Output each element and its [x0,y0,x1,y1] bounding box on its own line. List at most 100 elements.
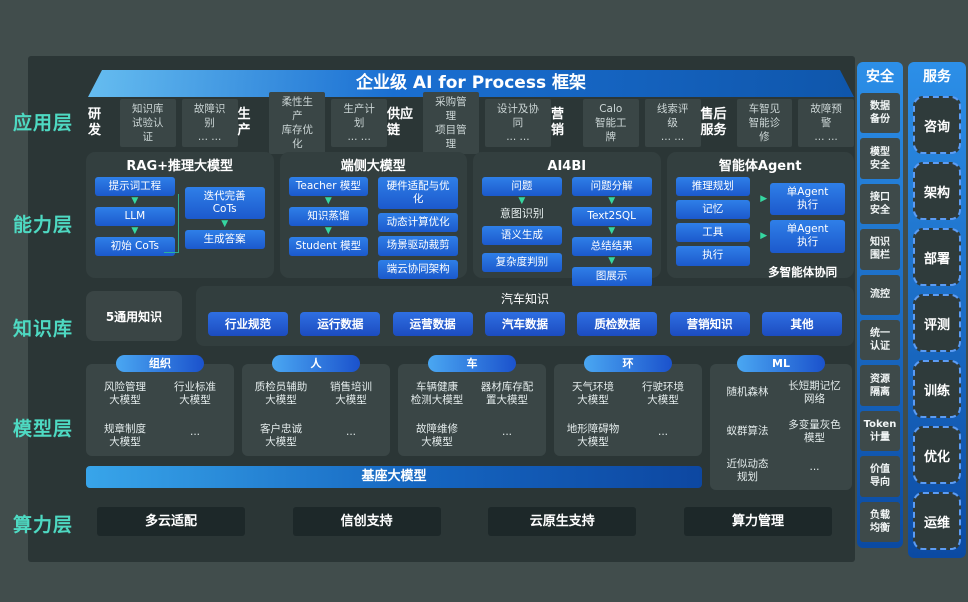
knowledge-chip: 运行数据 [300,312,381,336]
arrow-down-icon: ▼ [608,196,616,207]
flow-step: Text2SQL [571,207,652,227]
model-item: 器材库存配 置大模型 [480,381,534,407]
list-item: 动态计算优化 [378,213,458,233]
service-rail: 服务 咨询 架构 部署 评测 训练 优化 运维 [908,62,966,558]
security-item: 统一 认证 [860,320,900,361]
model-item: 长短期记忆 网络 [788,379,841,405]
model-group-organization: 组织 风险管理 大模型 行业标准 大模型 规章制度 大模型 ··· [86,355,234,456]
app-group-label: 生产 [237,107,251,138]
app-group-label: 售后服务 [700,107,727,138]
model-item: 规章制度 大模型 [104,422,146,448]
app-group-label: 供应链 [387,107,414,138]
service-item: 优化 [913,426,961,484]
service-item: 架构 [913,162,961,220]
security-item: 负载 均衡 [860,501,900,543]
title-banner: 企业级 AI for Process 框架 [88,70,854,97]
model-item-ellipsis: ··· [501,429,512,442]
capability-layer-row: RAG+推理大模型 提示词工程 ▼ LLM ▼ 初始 CoTs 迭代完善 CoT… [86,152,854,287]
arrow-down-icon: ▼ [131,196,139,207]
model-item: 车辆健康 检测大模型 [410,381,464,407]
service-item: 运维 [913,492,961,550]
app-item: 生产计划 ... ... [331,98,388,148]
security-item: 数据 备份 [860,93,900,134]
model-item: 天气环境 大模型 [572,381,614,407]
flow-step: LLM [95,207,175,227]
security-item: 流控 [860,274,900,316]
agent-component: 推理规划 [675,177,751,197]
flow-step: 语义生成 [482,226,562,246]
list-item: 场景驱动裁剪 [378,236,458,256]
app-group-label: 营销 [550,107,564,138]
app-item: 故障预警 ... ... [798,98,854,148]
arrow-down-icon: ▼ [221,219,229,230]
knowledge-chip: 营销知识 [669,312,750,336]
flow-step: 总结结果 [571,237,652,257]
agent-component: 工具 [675,223,751,243]
agent-component: 执行 [675,246,751,266]
app-group-label: 研发 [88,107,102,138]
arrow-down-icon: ▼ [324,196,332,207]
compute-item: 信创支持 [292,507,441,536]
model-item: 行业标准 大模型 [174,381,216,407]
service-item: 部署 [913,228,961,286]
app-group-after-sales: 售后服务 车智见 智能诊修 故障预警 ... ... [700,98,854,148]
arrow-down-icon: ▼ [324,226,332,237]
arrow-down-icon: ▼ [608,256,616,267]
service-header: 服务 [923,69,951,85]
list-item: 端云协同架构 [378,259,458,279]
flow-step-text: 意图识别 [499,207,544,221]
model-item: 蚁群算法 [726,425,769,438]
security-rail: 安全 数据 备份 模型 安全 接口 安全 知识 围栏 流控 统一 认证 资源 隔… [857,62,903,548]
panel-agent: 智能体Agent 推理规划 记忆 工具 执行 ▶ 单Agent 执行 ▶ 单Ag… [666,152,854,279]
agent-executor: 单Agent 执行 [770,220,845,253]
flow-step: 图展示 [571,267,652,287]
model-item: 质检员辅助 大模型 [254,381,308,407]
knowledge-chip: 质检数据 [577,312,658,336]
app-group-supply-chain: 供应链 采购管理 项目管理 设计及协同 ... ... [387,91,551,155]
security-header: 安全 [866,69,894,85]
model-group-pill: 组织 [116,355,204,372]
security-item: 资源 隔离 [860,365,900,406]
agent-executor: 单Agent 执行 [770,183,845,216]
agent-component: 记忆 [675,200,751,220]
app-item: 车智见 智能诊修 [736,98,793,148]
model-item: 多变量灰色 模型 [788,418,841,444]
security-item: 知识 围栏 [860,229,900,270]
app-item: 采购管理 项目管理 [423,91,479,155]
security-item: 模型 安全 [860,138,900,179]
auto-knowledge-panel: 汽车知识 行业规范 运行数据 运营数据 汽车数据 质检数据 营销知识 其他 [196,286,854,346]
app-item: 知识库 试验认证 [119,98,176,148]
model-item: 行驶环境 大模型 [642,381,684,407]
app-item: 设计及协同 ... ... [484,98,551,148]
model-group-ml: ML 随机森林 长短期记忆 网络 蚁群算法 多变量灰色 模型 近似动态 规划 ·… [710,355,852,490]
security-item: Token 计量 [860,410,900,452]
flow-step: 迭代完善 CoTs [184,187,265,220]
knowledge-chip: 运营数据 [392,312,473,336]
security-item: 价值 导向 [860,456,900,497]
panel-title: AI4BI [547,159,587,174]
model-layer-row: 组织 风险管理 大模型 行业标准 大模型 规章制度 大模型 ··· 人 质检员辅… [86,355,854,494]
service-item: 评测 [913,294,961,352]
arrow-right-icon: ▶ [760,230,768,241]
arrow-down-icon: ▼ [131,226,139,237]
flow-step: 初始 CoTs [95,237,175,257]
knowledge-chip: 汽车数据 [484,312,565,336]
model-group-pill: 人 [272,355,360,372]
app-item: 柔性生产 库存优化 [269,91,326,155]
model-item: 故障维修 大模型 [416,422,458,448]
model-item-ellipsis: ··· [657,429,668,442]
model-group-pill: 车 [428,355,516,372]
panel-edge-model: 端侧大模型 Teacher 模型 ▼ 知识蒸馏 ▼ Student 模型 硬件适… [279,152,467,279]
flow-step: 提示词工程 [95,177,175,197]
panel-ai4bi: AI4BI 问题 ▼ 意图识别 语义生成 复杂度判别 问题分解 ▼ Text2S… [473,152,661,287]
panel-title: 端侧大模型 [340,159,406,174]
app-item: 线索评级 ... ... [644,98,701,148]
panel-rag-reasoning: RAG+推理大模型 提示词工程 ▼ LLM ▼ 初始 CoTs 迭代完善 CoT… [86,152,274,278]
arrow-right-icon: ▶ [760,193,768,204]
knowledge-panel-title: 汽车知识 [500,292,549,306]
model-item-ellipsis: ··· [345,429,356,442]
compute-item: 算力管理 [683,507,832,536]
application-layer-row: 研发 知识库 试验认证 故障识别 ... ... 生产 柔性生产 库存优化 生产… [88,91,854,155]
model-group-pill: 环 [584,355,672,372]
model-group-vehicle: 车 车辆健康 检测大模型 器材库存配 置大模型 故障维修 大模型 ··· [398,355,546,456]
